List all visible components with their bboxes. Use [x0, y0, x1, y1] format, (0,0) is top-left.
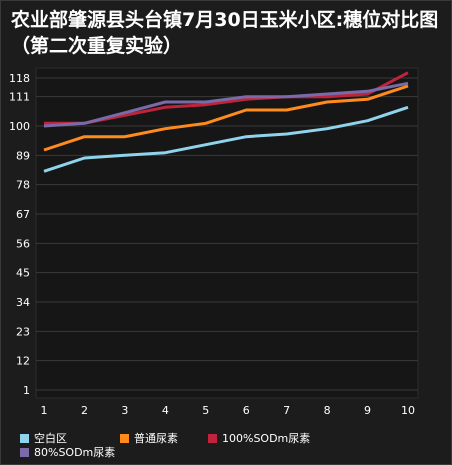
legend-item: 80%SODm尿素	[20, 444, 115, 460]
series-line	[43, 105, 409, 173]
x-tick-label: 8	[324, 404, 331, 417]
x-tick-label: 9	[364, 404, 371, 417]
x-tick-label: 3	[121, 404, 128, 417]
y-tick-label: 118	[9, 72, 30, 85]
legend-label: 普通尿素	[134, 432, 178, 445]
y-tick-label: 34	[16, 296, 30, 309]
y-tick-label: 1	[23, 384, 30, 397]
legend-item: 空白区	[20, 430, 67, 446]
chart-title: 农业部肇源县头台镇7月30日玉米小区:穗位对比图（第二次重复实验）	[11, 9, 439, 57]
legend-swatch	[20, 433, 29, 443]
y-tick-label: 100	[9, 120, 30, 133]
legend-swatch	[120, 433, 129, 443]
x-tick-label: 7	[283, 404, 290, 417]
series-line	[43, 81, 409, 128]
y-tick-label: 89	[16, 149, 30, 162]
x-tick-label: 1	[41, 404, 48, 417]
x-tick-label: 10	[401, 404, 415, 417]
x-tick-label: 6	[243, 404, 250, 417]
y-tick-label: 78	[16, 179, 30, 192]
series-lines	[43, 71, 409, 173]
legend-swatch	[208, 433, 217, 443]
legend-label: 80%SODm尿素	[34, 446, 116, 459]
y-tick-label: 23	[16, 325, 30, 338]
x-tick-label: 4	[162, 404, 169, 417]
x-tick-label: 5	[202, 404, 209, 417]
legend-item: 100%SODm尿素	[208, 430, 310, 446]
x-tick-label: 2	[81, 404, 88, 417]
grid-lines	[36, 77, 418, 391]
y-tick-label: 111	[9, 91, 30, 104]
y-tick-label: 56	[16, 237, 30, 250]
legend-label: 100%SODm尿素	[222, 432, 311, 445]
series-line	[43, 84, 409, 152]
y-tick-label: 67	[16, 208, 30, 221]
legend-swatch	[20, 447, 29, 457]
y-axis-tick-labels: 1 12 23 34 45 56 67 78 89 100 111 118	[9, 72, 30, 397]
y-tick-label: 45	[16, 267, 30, 280]
y-tick-label: 12	[16, 355, 30, 368]
legend-item: 普通尿素	[120, 430, 178, 446]
x-axis-tick-labels: 1 2 3 4 5 6 7 8 9 10	[41, 404, 416, 417]
legend-label: 空白区	[34, 432, 67, 445]
